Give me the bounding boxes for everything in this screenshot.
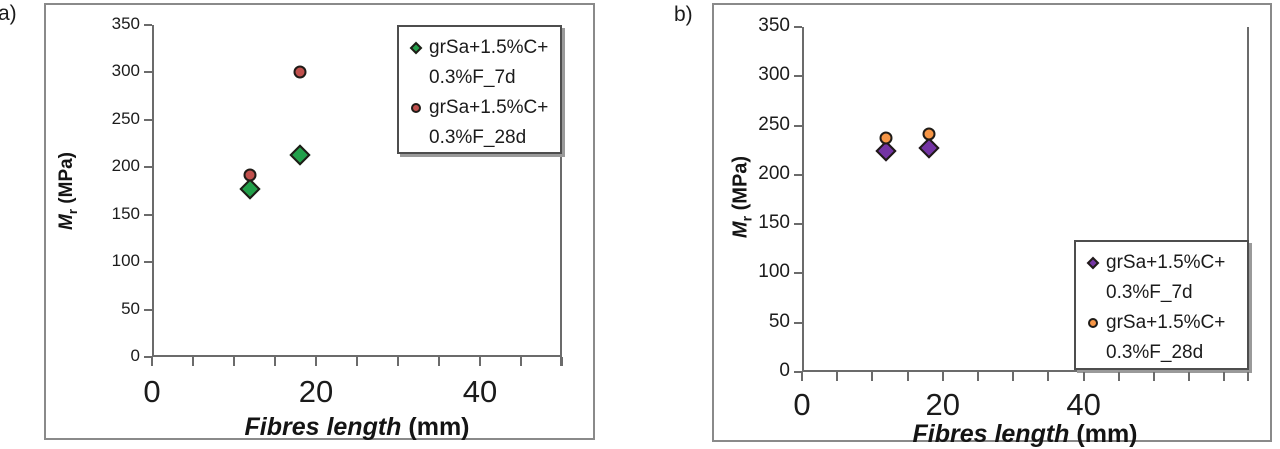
data-point-b-series2 [922,127,936,141]
y-axis-tick-b [794,26,802,28]
legend-marker-circle-a [411,103,421,113]
x-axis-end-tick-a [560,357,562,366]
legend-a: grSa+1.5%C+ 0.3%F_7d grSa+1.5%C+ 0.3%F_28d [397,25,562,154]
x-axis-tick-a [233,357,235,366]
x-axis-tick-a [520,357,522,366]
plot-area-b [802,27,1249,372]
x-axis-title-unit: (mm) [401,413,470,441]
x-axis-tick-b [1153,372,1155,381]
legend-marker-diamond-a [409,41,423,55]
x-tick-label-b: 0 [793,387,811,422]
y-axis-tick-a [144,71,152,74]
y-tick-label-a: 300 [111,61,140,81]
panel-label-b: b) [674,3,693,26]
x-axis-tick-a [438,357,440,366]
x-axis-tick-b [977,372,979,381]
legend-item-label: grSa+1.5%C+ [429,97,549,118]
y-tick-label-a: 100 [111,251,140,271]
data-point-a-series2 [243,168,257,182]
y-tick-label-a: 0 [130,346,140,365]
x-axis-tick-b [1223,372,1226,381]
y-axis-tick-a [144,308,152,311]
x-axis-end-tick-b [1247,372,1249,381]
x-axis-tick-b [871,372,874,381]
x-tick-label-a: 40 [462,374,498,409]
y-tick-label-b: 150 [758,212,790,234]
x-axis-tick-a [479,357,481,366]
y-axis-tick-b [794,371,802,373]
x-axis-tick-b [906,372,909,381]
legend-item-label: 0.3%F_7d [1106,282,1193,303]
x-axis-tick-b [941,372,944,381]
x-axis-tick-a [561,357,563,366]
chart-panel-b: Mr (MPa) Fibres length (mm) grSa+1.5%C+ 0… [712,3,1272,448]
y-tick-label-b: 0 [779,360,790,381]
x-axis-title-text: Fibres length [244,413,402,441]
x-axis-tick-a [192,357,194,366]
legend-marker-circle-b [1088,318,1098,328]
legend-b: grSa+1.5%C+ 0.3%F_7d grSa+1.5%C+ 0.3%F_28d [1074,240,1249,370]
chart-panel-a: Mr (MPa) Fibres length (mm) grSa+1.5%C+ 0… [44,3,595,442]
x-axis-tick-a [151,357,153,366]
y-axis-tick-a [144,118,152,121]
y-tick-label-a: 150 [111,203,140,223]
y-tick-label-a: 350 [111,14,140,33]
y-axis-tick-b [794,75,802,78]
x-axis-title-text: Fibres length [912,420,1070,448]
x-tick-label-a: 20 [298,374,334,409]
y-tick-label-b: 50 [768,310,790,332]
x-axis-tick-b [836,372,839,381]
y-tick-label-b: 350 [758,15,790,36]
x-axis-tick-a [397,357,399,366]
y-axis-tick-b [794,173,802,176]
x-tick-label-a: 0 [143,374,161,409]
x-axis-title-a: Fibres length (mm) [197,413,517,442]
y-axis-tick-b [794,272,802,275]
y-tick-label-a: 250 [111,108,140,128]
legend-item-label: grSa+1.5%C+ [429,37,549,58]
y-tick-label-b: 100 [758,261,790,283]
legend-marker-diamond-b [1086,256,1100,270]
legend-item-label: grSa+1.5%C+ [1106,312,1226,333]
legend-item-label: 0.3%F_28d [1106,342,1204,363]
x-axis-tick-b [1082,372,1085,381]
plot-area-a [152,25,562,357]
y-tick-label-b: 300 [758,64,790,86]
y-tick-label-a: 200 [111,156,140,176]
panel-label-a: a) [0,2,17,25]
x-tick-label-b: 40 [1066,387,1101,422]
y-tick-label-b: 250 [758,113,790,135]
y-axis-tick-b [794,321,802,324]
y-axis-tick-a [144,166,152,169]
x-axis-tick-a [356,357,358,366]
y-axis-tick-a [144,261,152,264]
x-axis-tick-b [1117,372,1120,381]
x-axis-tick-b [1047,372,1050,381]
y-axis-tick-b [794,124,802,127]
legend-item-label: 0.3%F_7d [429,67,516,88]
x-axis-tick-a [274,357,276,366]
x-axis-title-b: Fibres length (mm) [865,420,1185,449]
y-axis-tick-a [144,213,152,216]
x-axis-tick-b [1188,372,1191,381]
y-tick-label-b: 200 [758,162,790,184]
y-tick-label-a: 50 [121,298,140,318]
data-point-b-series2 [879,131,893,145]
legend-item-label: grSa+1.5%C+ [1106,252,1226,273]
y-axis-tick-b [794,223,802,226]
x-axis-tick-b [1012,372,1015,381]
x-axis-tick-b [801,372,803,381]
data-point-a-series2 [293,65,307,79]
y-axis-tick-a [144,24,152,26]
x-axis-title-unit: (mm) [1069,420,1138,448]
y-axis-tick-a [144,356,152,358]
x-axis-tick-a [315,357,317,366]
legend-item-label: 0.3%F_28d [429,127,527,148]
x-tick-label-b: 20 [925,387,961,422]
